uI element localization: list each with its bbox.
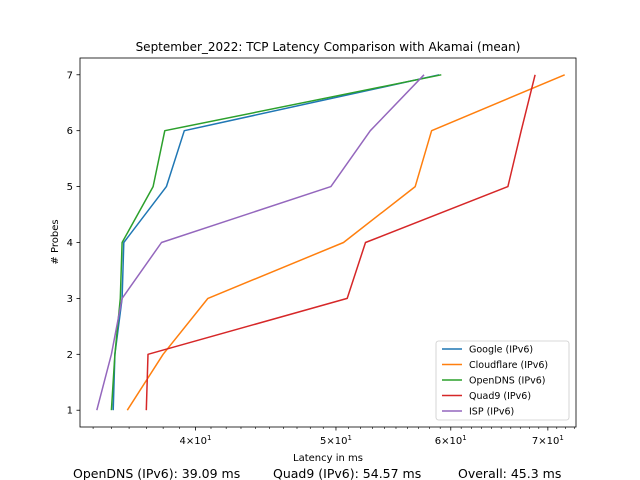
legend-label-3: Quad9 (IPv6) [469, 391, 531, 402]
y-tick-label: 6 [67, 126, 73, 137]
x-tick-label: 4×101 [179, 434, 211, 447]
plot-area: 1 2 3 4 5 6 7 4×101 5×101 6×101 7×101 [67, 57, 577, 447]
y-tick-label: 7 [67, 70, 73, 81]
y-tick-label: 5 [67, 182, 73, 193]
legend-label-2: OpenDNS (IPv6) [469, 376, 545, 387]
legend-box [435, 340, 570, 421]
series-line-3 [145, 74, 536, 411]
footer-overall: Overall: 45.3 ms [458, 466, 561, 480]
legend-label-0: Google (IPv6) [469, 345, 533, 356]
y-axis-label: # Probes [50, 219, 61, 264]
x-tick-label: 6×101 [435, 434, 467, 447]
series-line-4 [96, 74, 425, 411]
legend-label-1: Cloudflare (IPv6) [469, 360, 548, 371]
y-tick-label: 4 [67, 238, 73, 249]
legend-label-4: ISP (IPv6) [469, 407, 514, 418]
series-line-2 [110, 74, 442, 411]
y-tick-label: 2 [67, 350, 73, 361]
y-tick-label: 3 [67, 294, 73, 305]
footer-quad9: Quad9 (IPv6): 54.57 ms [273, 466, 421, 480]
chart-title: September_2022: TCP Latency Comparison w… [136, 40, 521, 54]
footer-opendns: OpenDNS (IPv6): 39.09 ms [73, 466, 240, 480]
x-axis-label: Latency in ms [293, 453, 363, 464]
x-tick-label: 7×101 [532, 434, 564, 447]
x-tick-label: 5×101 [320, 434, 352, 447]
y-tick-label: 1 [67, 406, 73, 417]
series-line-1 [126, 74, 565, 411]
legend: Google (IPv6) Cloudflare (IPv6) OpenDNS (I… [435, 340, 570, 421]
